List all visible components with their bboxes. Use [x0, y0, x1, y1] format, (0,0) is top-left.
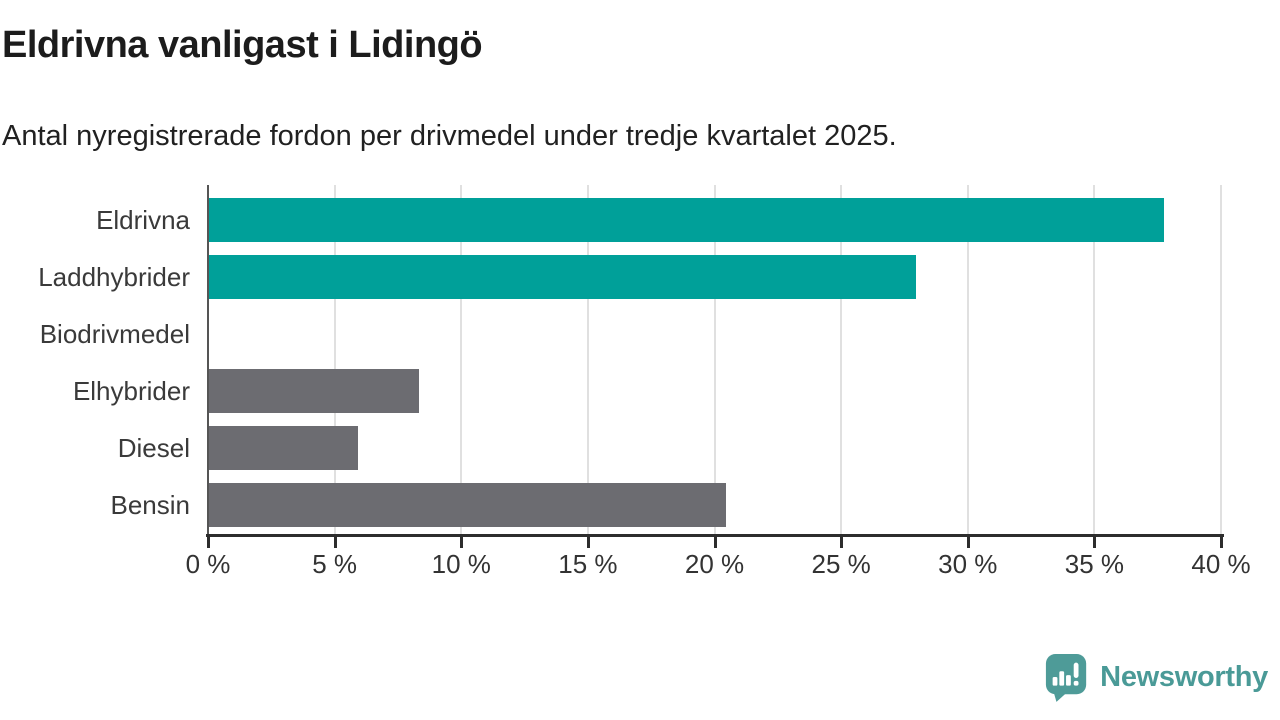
- brand-wordmark: Newsworthy: [1100, 660, 1268, 693]
- category-label-eldrivna: Eldrivna: [96, 205, 190, 235]
- x-tick-35: [1093, 537, 1097, 548]
- x-tick-label-15: 15 %: [558, 549, 618, 579]
- y-axis-line: [207, 185, 209, 534]
- x-tick-label-10: 10 %: [431, 549, 491, 579]
- x-tick-label-20: 20 %: [684, 549, 745, 579]
- bar-laddhybrider: [209, 255, 916, 299]
- x-tick-0: [207, 537, 210, 548]
- gridline-40: [1220, 185, 1222, 534]
- x-tick-label-0: 0 %: [185, 549, 231, 579]
- bar-eldrivna: [209, 198, 1164, 242]
- gridline-35: [1093, 185, 1096, 534]
- plot-area: [207, 185, 1222, 534]
- x-tick-5: [333, 537, 337, 548]
- chart-subtitle: Antal nyregistrerade fordon per drivmede…: [2, 120, 897, 152]
- x-tick-25: [840, 537, 844, 548]
- x-tick-label-30: 30 %: [938, 549, 998, 579]
- category-label-laddhybrider: Laddhybrider: [38, 262, 190, 292]
- bar-bensin: [209, 483, 726, 527]
- gridline-5: [333, 185, 336, 534]
- bar-elhybrider: [209, 369, 420, 413]
- gridline-10: [460, 185, 463, 534]
- category-label-biodrivmedel: Biodrivmedel: [39, 319, 190, 349]
- gridline-15: [586, 185, 589, 534]
- x-tick-30: [966, 537, 970, 548]
- x-tick-15: [586, 537, 590, 548]
- x-tick-20: [713, 537, 717, 548]
- gridline-20: [713, 185, 716, 534]
- gridline-30: [966, 185, 969, 534]
- x-tick-40: [1220, 537, 1223, 548]
- chart-title: Eldrivna vanligast i Lidingö: [2, 24, 483, 66]
- gridline-25: [840, 185, 843, 534]
- category-label-diesel: Diesel: [117, 433, 190, 463]
- brand-footer: Newsworthy: [1044, 652, 1268, 702]
- category-label-bensin: Bensin: [110, 490, 191, 520]
- x-axis-line: [206, 534, 1224, 537]
- category-label-elhybrider: Elhybrider: [72, 376, 190, 406]
- newsworthy-logo-icon: [1046, 654, 1087, 702]
- x-tick-label-25: 25 %: [811, 549, 871, 579]
- x-tick-label-5: 5 %: [312, 549, 358, 579]
- x-tick-10: [460, 537, 464, 548]
- x-tick-label-35: 35 %: [1064, 549, 1124, 579]
- x-tick-label-40: 40 %: [1191, 549, 1251, 579]
- bar-diesel: [209, 426, 359, 470]
